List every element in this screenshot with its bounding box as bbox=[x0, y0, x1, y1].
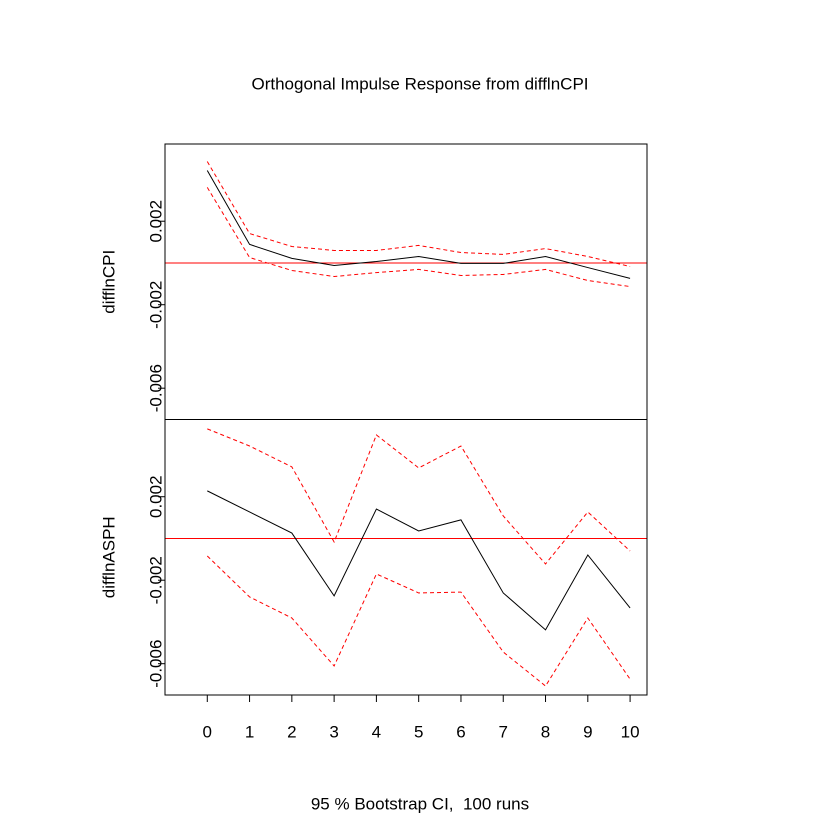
plot-frame bbox=[164, 419, 648, 696]
x-tick-label: 5 bbox=[414, 722, 423, 741]
y-tick-label: -0.002 bbox=[146, 281, 165, 329]
y-tick-label: -0.002 bbox=[146, 556, 165, 604]
x-tick-label: 0 bbox=[203, 722, 212, 741]
x-axis-label: 95 % Bootstrap CI, 100 runs bbox=[311, 794, 529, 813]
x-tick-label: 7 bbox=[499, 722, 508, 741]
y-tick-label: 0.002 bbox=[146, 475, 165, 518]
x-tick-label: 2 bbox=[287, 722, 296, 741]
y-tick-label: -0.006 bbox=[146, 640, 165, 688]
y-axis-label: difflnCPI bbox=[99, 250, 118, 314]
line-series bbox=[206, 161, 631, 268]
x-tick-label: 1 bbox=[245, 722, 254, 741]
line-series bbox=[207, 490, 631, 631]
line-series bbox=[207, 428, 631, 565]
y-axis-label: difflnASPH bbox=[99, 516, 118, 598]
x-tick-label: 4 bbox=[372, 722, 381, 741]
x-tick-label: 3 bbox=[329, 722, 338, 741]
y-tick-label: -0.006 bbox=[146, 364, 165, 412]
y-tick-label: 0.002 bbox=[146, 200, 165, 243]
x-tick-label: 6 bbox=[456, 722, 465, 741]
x-tick-label: 8 bbox=[541, 722, 550, 741]
line-series bbox=[206, 187, 631, 288]
chart-title: Orthogonal Impulse Response from difflnC… bbox=[251, 74, 588, 93]
plot-frame bbox=[164, 143, 648, 420]
line-series bbox=[206, 170, 631, 279]
x-tick-label: 9 bbox=[583, 722, 592, 741]
x-tick-label: 10 bbox=[621, 722, 640, 741]
line-series bbox=[206, 555, 631, 687]
